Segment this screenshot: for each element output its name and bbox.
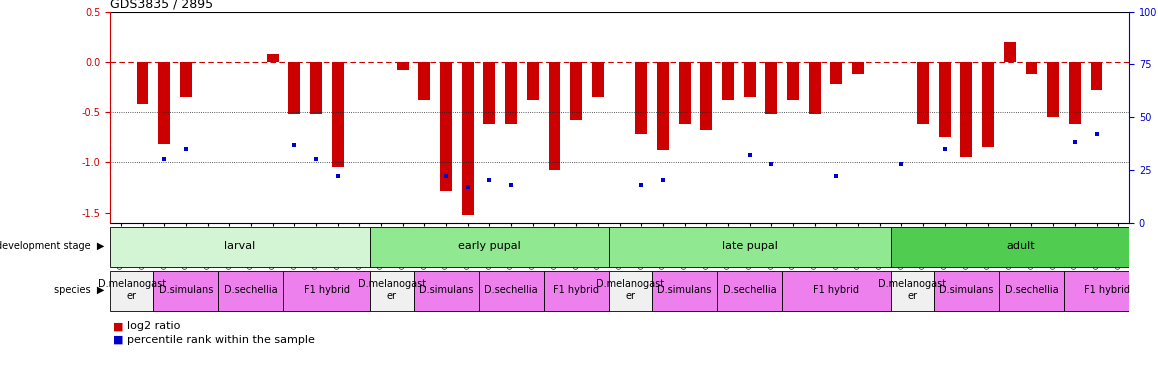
Bar	[153, 271, 219, 311]
Bar	[110, 227, 371, 266]
Text: F1 hybrid: F1 hybrid	[303, 285, 350, 295]
Bar	[830, 62, 842, 84]
Text: log2 ratio: log2 ratio	[127, 321, 181, 331]
Bar	[331, 62, 344, 167]
Bar	[891, 227, 1151, 266]
Text: adult: adult	[1006, 241, 1035, 251]
Bar	[609, 227, 891, 266]
Bar	[1047, 62, 1060, 117]
Bar	[549, 62, 560, 170]
Bar	[462, 62, 474, 215]
Text: D.sechellia: D.sechellia	[484, 285, 538, 295]
Text: D.sechellia: D.sechellia	[225, 285, 278, 295]
Text: F1 hybrid: F1 hybrid	[1084, 285, 1130, 295]
Bar	[570, 62, 582, 120]
Text: ■: ■	[113, 335, 124, 345]
Bar	[179, 62, 192, 97]
Bar	[679, 62, 690, 124]
Text: late pupal: late pupal	[721, 241, 777, 251]
Bar	[288, 62, 300, 114]
Bar	[933, 271, 999, 311]
Bar	[1004, 42, 1016, 62]
Bar	[527, 62, 538, 100]
Bar	[478, 271, 543, 311]
Text: D.simulans: D.simulans	[658, 285, 712, 295]
Bar	[284, 271, 371, 311]
Bar	[543, 271, 609, 311]
Text: D.melanogast
er: D.melanogast er	[596, 279, 665, 301]
Bar	[657, 62, 669, 150]
Text: D.melanogast
er: D.melanogast er	[358, 279, 426, 301]
Text: D.sechellia: D.sechellia	[1005, 285, 1058, 295]
Bar	[592, 62, 603, 97]
Bar	[371, 227, 609, 266]
Text: F1 hybrid: F1 hybrid	[813, 285, 859, 295]
Bar	[371, 271, 413, 311]
Bar	[1091, 62, 1102, 90]
Text: early pupal: early pupal	[459, 241, 521, 251]
Bar	[110, 271, 153, 311]
Text: D.sechellia: D.sechellia	[723, 285, 776, 295]
Bar	[636, 62, 647, 134]
Text: F1 hybrid: F1 hybrid	[554, 285, 599, 295]
Bar	[1026, 62, 1038, 74]
Bar	[159, 62, 170, 144]
Bar	[721, 62, 734, 100]
Text: GDS3835 / 2895: GDS3835 / 2895	[110, 0, 213, 10]
Text: development stage  ▶: development stage ▶	[0, 241, 104, 251]
Text: D.simulans: D.simulans	[939, 285, 994, 295]
Bar	[1069, 62, 1080, 124]
Text: D.melanogast
er: D.melanogast er	[97, 279, 166, 301]
Bar	[266, 54, 279, 62]
Bar	[782, 271, 891, 311]
Bar	[808, 62, 821, 114]
Bar	[652, 271, 717, 311]
Text: D.simulans: D.simulans	[159, 285, 213, 295]
Bar	[609, 271, 652, 311]
Text: D.simulans: D.simulans	[419, 285, 474, 295]
Bar	[137, 62, 148, 104]
Bar	[960, 62, 973, 157]
Bar	[484, 62, 496, 124]
Bar	[1064, 271, 1151, 311]
Text: larval: larval	[225, 241, 256, 251]
Bar	[219, 271, 284, 311]
Bar	[999, 271, 1064, 311]
Bar	[310, 62, 322, 114]
Bar	[917, 62, 929, 124]
Bar	[743, 62, 755, 97]
Bar	[787, 62, 799, 100]
Bar	[891, 271, 933, 311]
Bar	[418, 62, 431, 100]
Bar	[505, 62, 518, 124]
Text: percentile rank within the sample: percentile rank within the sample	[127, 335, 315, 345]
Text: ■: ■	[113, 321, 124, 331]
Text: D.melanogast
er: D.melanogast er	[878, 279, 946, 301]
Bar	[852, 62, 864, 74]
Bar	[982, 62, 994, 147]
Bar	[413, 271, 478, 311]
Bar	[717, 271, 782, 311]
Bar	[939, 62, 951, 137]
Text: species  ▶: species ▶	[53, 285, 104, 295]
Bar	[701, 62, 712, 130]
Bar	[765, 62, 777, 114]
Bar	[440, 62, 452, 190]
Bar	[397, 62, 409, 70]
